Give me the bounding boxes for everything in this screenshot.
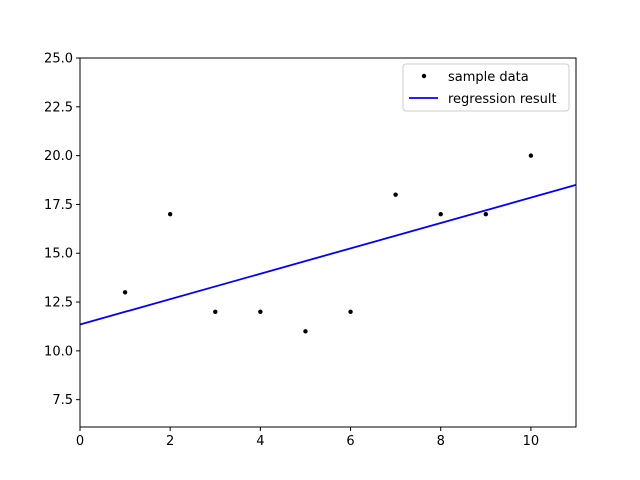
x-tick-label: 10 [523,434,540,449]
regression-layer [79,184,577,326]
legend-marker-sample-data [421,73,427,79]
axes-frame [79,57,577,428]
data-point [122,290,128,295]
x-tick-label: 4 [256,434,264,449]
legend: sample data regression result [402,63,570,112]
legend-box [402,63,570,112]
x-tick-label: 6 [346,434,354,449]
y-tick-label: 7.5 [52,393,73,408]
y-tick-label: 15.0 [44,247,73,262]
data-point [483,211,489,217]
plot-area [80,58,576,427]
data-point [438,211,443,217]
y-tick-label: 25.0 [44,52,73,67]
data-point [528,153,534,158]
points-layer [122,153,534,334]
y-axis: 7.5 10.0 12.5 15.0 17.5 20.0 22.5 25.0 [44,52,80,408]
regression-line [79,184,577,326]
legend-label-regression-result: regression result [448,92,557,107]
data-point [167,211,173,217]
axes-background [80,58,576,427]
data-point [393,192,398,197]
y-tick-label: 20.0 [44,149,73,164]
x-tick-label: 0 [76,434,84,449]
x-tick-label: 8 [437,434,445,449]
y-tick-label: 17.5 [44,198,73,213]
y-tick-label: 12.5 [44,296,73,311]
data-point [303,329,308,334]
y-tick-label: 22.5 [44,100,73,115]
legend-label-sample-data: sample data [448,70,529,85]
x-axis: 0 2 4 6 8 10 [76,427,539,449]
y-tick-label: 10.0 [44,344,73,359]
x-tick-label: 2 [166,434,174,449]
data-point [348,309,353,315]
data-point [258,309,263,315]
data-point [213,309,218,315]
